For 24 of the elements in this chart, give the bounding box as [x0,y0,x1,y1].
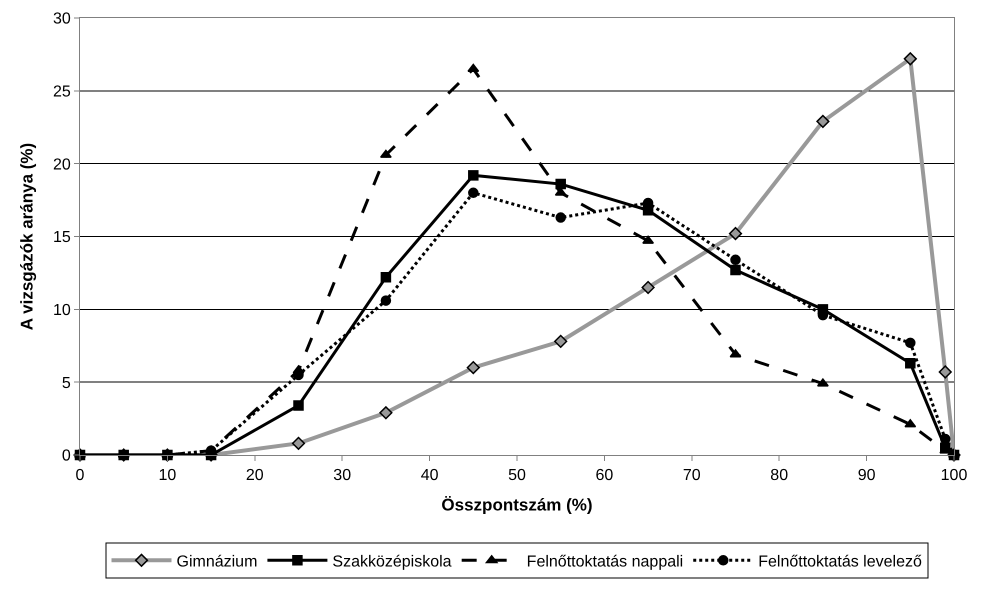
legend-label: Felnőttoktatás levelező [758,554,922,571]
y-axis-title: A vizsgázók aránya (%) [18,142,37,330]
x-tick-label: 100 [940,467,968,484]
x-tick-label: 70 [682,467,701,484]
x-tick-label: 60 [596,467,614,484]
y-tick-label: 30 [53,10,71,28]
x-tick-label: 80 [770,467,788,484]
x-tick-label: 0 [76,467,85,484]
x-tick-label: 50 [508,467,526,484]
legend-label: Szakközépiskola [332,554,452,571]
x-axis-title: Összpontszám (%) [441,496,593,515]
y-tick-label: 0 [62,448,71,465]
x-tick-label: 90 [858,467,876,484]
y-tick-label: 20 [53,156,71,174]
y-tick-label: 5 [62,374,71,392]
x-tick-label: 10 [158,467,176,484]
y-tick-label: 25 [53,83,71,100]
legend-label: Felnőttoktatás nappali [526,554,684,571]
legend-label: Gimnázium [176,554,258,571]
x-tick-label: 30 [333,467,352,484]
y-tick-label: 10 [53,302,71,319]
y-tick-label: 15 [53,229,71,246]
x-tick-label: 40 [420,467,439,484]
x-tick-label: 20 [246,467,264,484]
